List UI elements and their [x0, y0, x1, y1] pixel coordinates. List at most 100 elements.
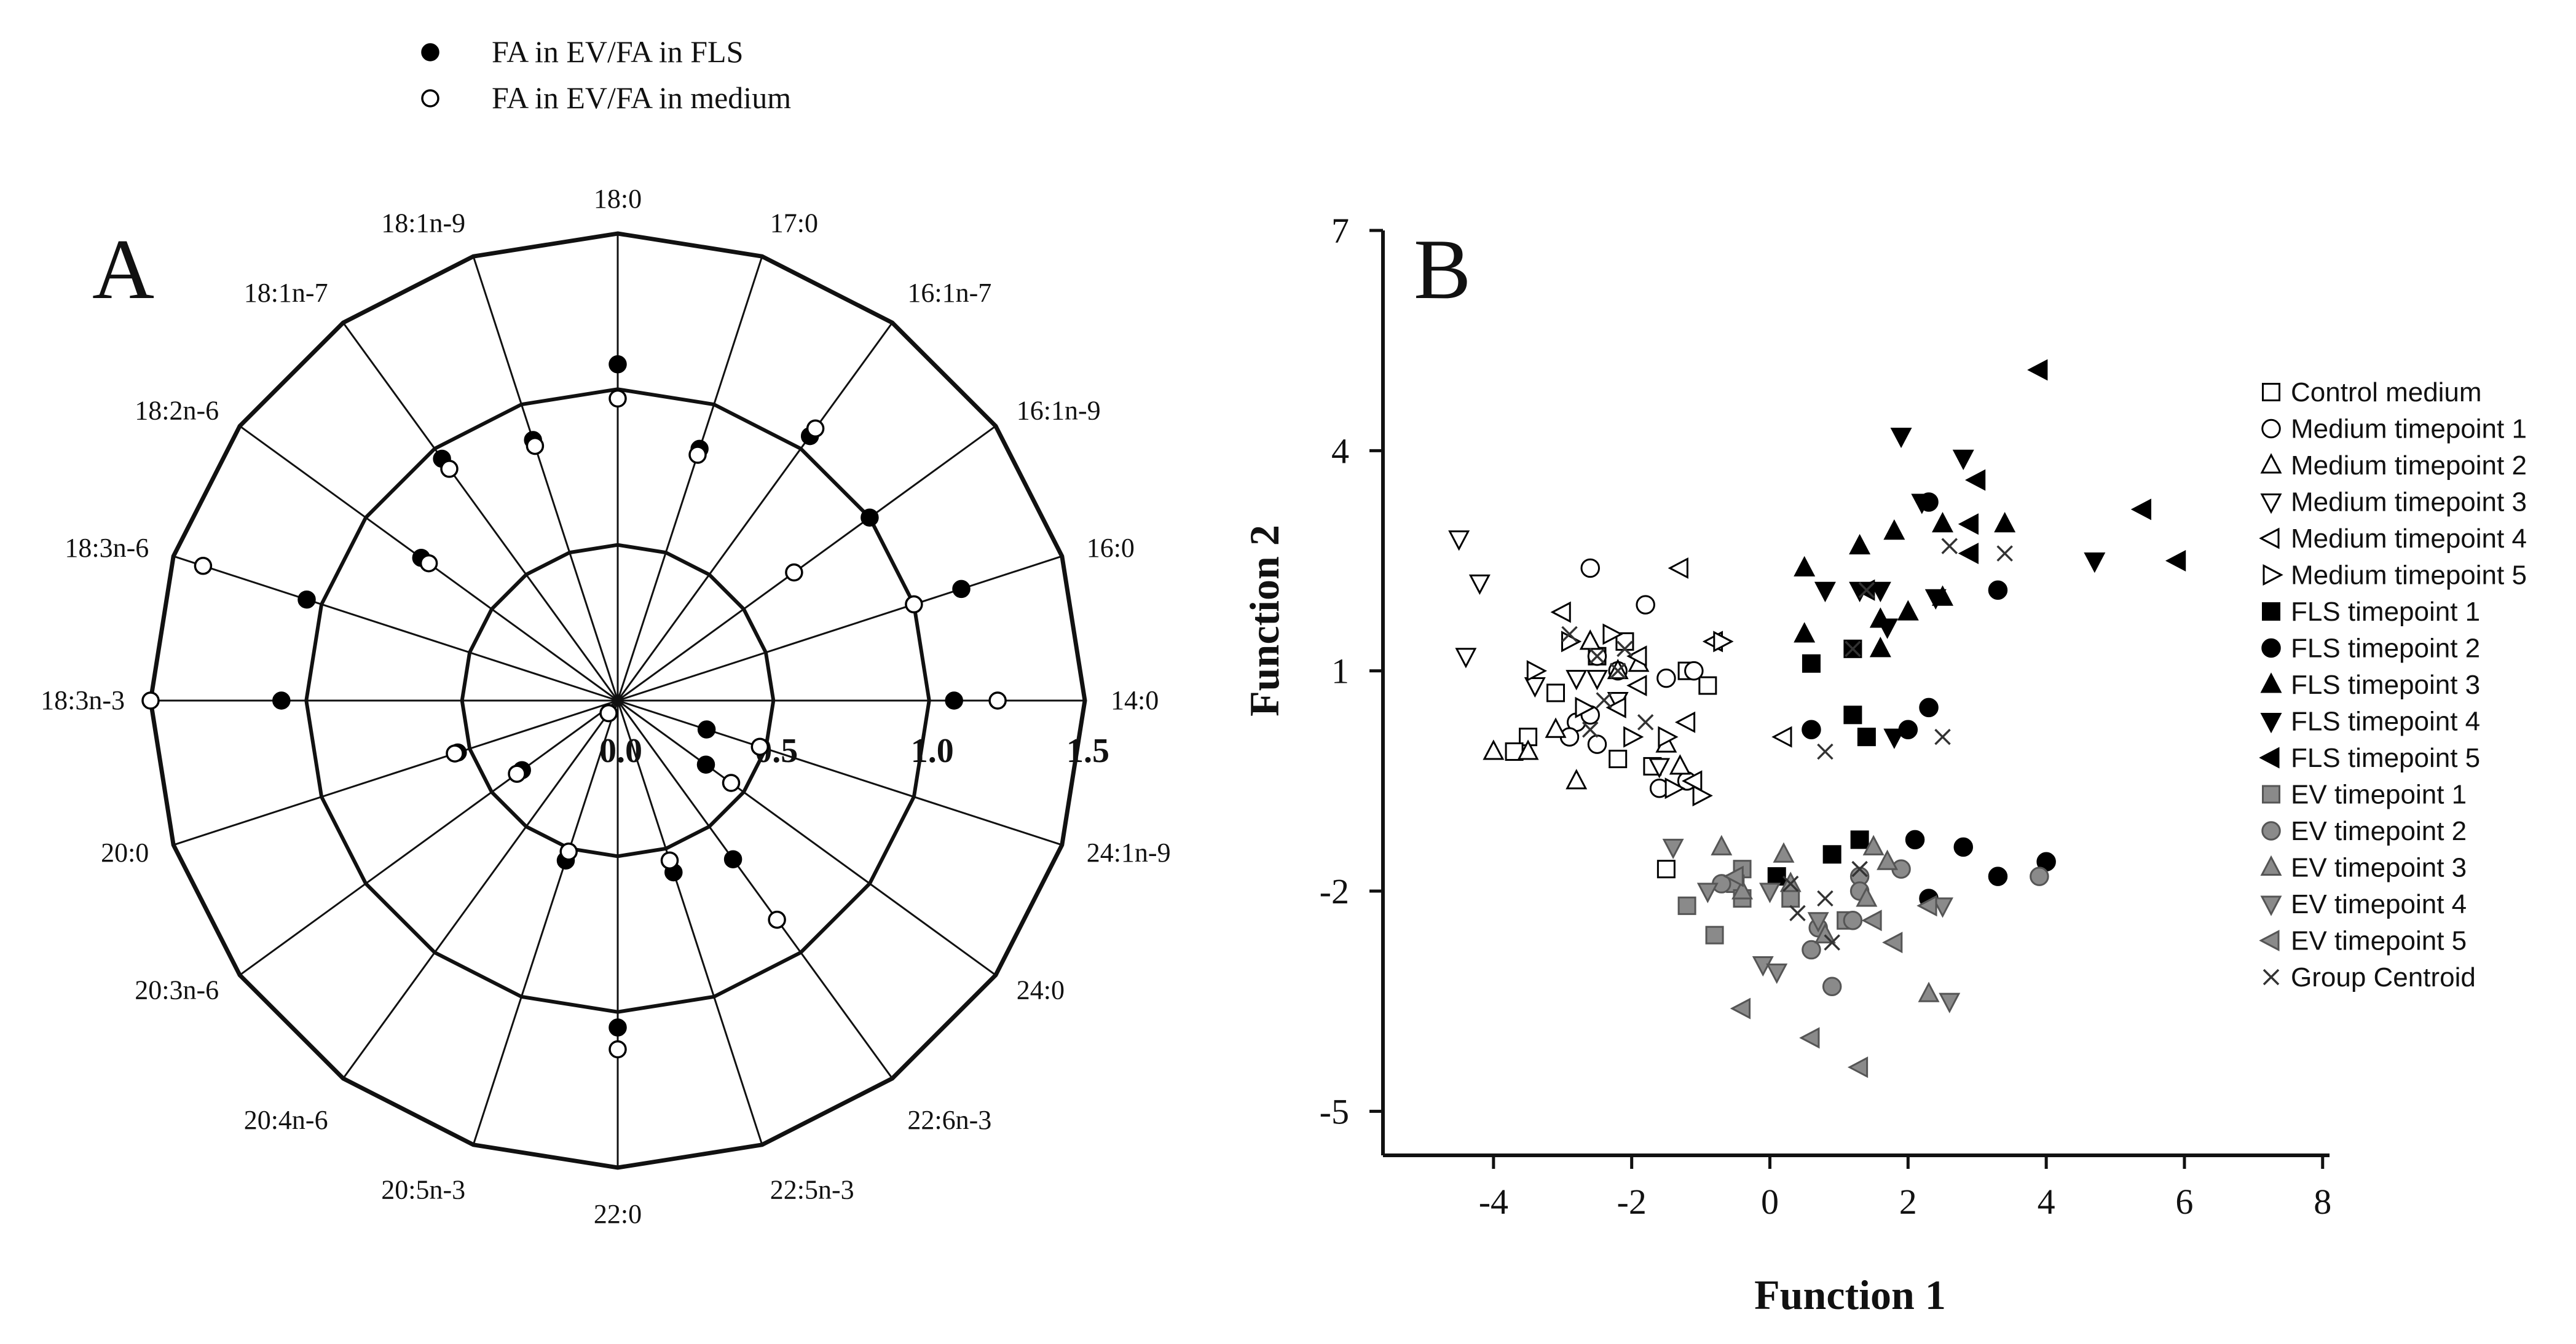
radar-axis-label: 20:0: [101, 838, 149, 868]
point-fls-timepoint-2: [1919, 698, 1939, 718]
point-medium-timepoint-4: [1550, 601, 1571, 623]
radar-spokes: [151, 234, 1085, 1168]
point-medium-timepoint-2: [1669, 754, 1691, 775]
legend-label: EV timepoint 5: [2291, 926, 2467, 956]
radar-spoke: [173, 555, 618, 702]
point-group-centroid: [1581, 721, 1599, 738]
point-ev-timepoint-5: [1799, 1027, 1820, 1049]
point-group-centroid: [1617, 640, 1633, 658]
point-medium-timepoint-3: [1448, 530, 1470, 551]
point-group-centroid: [1589, 648, 1605, 665]
radar-point-medium: [905, 595, 923, 614]
point-ev-timepoint-3: [1711, 835, 1733, 855]
radar-point-fls: [952, 580, 971, 599]
point-medium-timepoint-3: [1566, 670, 1588, 691]
radar-axis-label: 18:3n-6: [65, 533, 149, 563]
y-tick-label: 7: [1331, 211, 1349, 251]
point-fls-timepoint-2: [1988, 580, 2008, 600]
legend-marker: [2260, 895, 2282, 916]
point-ev-timepoint-1: [1705, 925, 1724, 945]
legend-marker: [2261, 638, 2281, 658]
point-ev-timepoint-5: [1847, 1056, 1869, 1079]
point-group-centroid: [1851, 860, 1868, 878]
radar-point-medium: [660, 851, 679, 870]
x-tick-label: 0: [1761, 1182, 1779, 1222]
radar-axis-label: 18:0: [594, 184, 642, 214]
point-medium-timepoint-1: [1580, 558, 1600, 578]
point-ev-timepoint-3: [1877, 849, 1899, 870]
radar-point-fls: [696, 755, 715, 774]
radar-spoke: [616, 700, 763, 1146]
legend-label: FA in EV/FA in medium: [492, 81, 791, 115]
y-tick-label: 1: [1331, 651, 1349, 691]
radar-point-medium: [768, 910, 786, 929]
radar-axis-label: 16:0: [1087, 533, 1135, 563]
point-medium-timepoint-1: [1636, 595, 1655, 615]
legend-marker: [2260, 453, 2282, 474]
legend-label: FLS timepoint 5: [2291, 743, 2480, 773]
point-ev-timepoint-4: [1932, 897, 1953, 918]
legend-marker: [2259, 747, 2280, 769]
radar-point-medium: [688, 446, 707, 464]
radar-point-fls: [945, 691, 963, 710]
point-group-centroid: [1609, 662, 1626, 679]
radar-axis-labels: 18:0 17:0 16:1n-7 16:1n-9 16:0 14:0 24:1n-9 24:…: [41, 184, 1170, 1229]
point-ev-timepoint-2: [2030, 867, 2049, 886]
radar-spoke: [616, 256, 763, 701]
point-fls-timepoint-2: [1953, 837, 1973, 857]
point-group-centroid: [1817, 743, 1834, 760]
point-fls-timepoint-3: [1994, 512, 2016, 533]
panel-b-label: B: [1414, 222, 1471, 317]
x-tick-label: -2: [1617, 1182, 1647, 1222]
legend-label: EV timepoint 2: [2291, 816, 2467, 846]
point-medium-timepoint-4: [1626, 645, 1647, 667]
point-fls-timepoint-5: [2165, 550, 2186, 572]
radar-point-medium: [559, 843, 578, 861]
radar-axis-label: 20:5n-3: [381, 1175, 465, 1205]
point-medium-timepoint-4: [1626, 675, 1647, 697]
point-medium-timepoint-5: [1623, 726, 1644, 748]
point-fls-timepoint-4: [1924, 589, 1947, 610]
point-ev-timepoint-4: [1807, 912, 1829, 933]
radar-spoke: [342, 700, 619, 1079]
radar-scale-label: 0.0: [599, 732, 642, 770]
point-medium-timepoint-2: [1517, 739, 1539, 760]
point-medium-timepoint-3: [1455, 648, 1477, 669]
radar-axis-label: 16:1n-9: [1017, 396, 1101, 426]
radar-spoke: [617, 555, 1063, 702]
legend-label: Medium timepoint 3: [2291, 487, 2527, 517]
legend-label: Control medium: [2291, 377, 2482, 407]
legend-marker: [2262, 785, 2280, 804]
point-fls-timepoint-1: [1822, 845, 1841, 864]
radar-spoke: [342, 322, 619, 701]
point-fls-timepoint-4: [1911, 493, 1933, 514]
point-fls-timepoint-2: [1905, 830, 1925, 850]
legend-label: Group Centroid: [2291, 962, 2476, 992]
radar-axis-label: 20:4n-6: [244, 1105, 328, 1135]
point-ev-timepoint-5: [1916, 895, 1937, 917]
radar-point-medium: [194, 557, 213, 575]
point-medium-timepoint-5: [1575, 696, 1596, 718]
point-ev-timepoint-4: [1696, 882, 1719, 903]
radar-axis-label: 18:3n-3: [41, 685, 125, 715]
radar-point-medium: [599, 704, 618, 723]
point-fls-timepoint-1: [1802, 654, 1821, 673]
point-fls-timepoint-5: [1958, 513, 1979, 535]
radar-point-fls: [697, 720, 716, 739]
point-ev-timepoint-4: [1662, 838, 1684, 860]
point-ev-timepoint-5: [1861, 910, 1882, 932]
radar-scale-label: 1.0: [911, 732, 954, 770]
scatter-tick-labels: -4 -2 0 2 4 6 8 -5 -2 1 4 7: [1320, 211, 2332, 1222]
legend-label: FLS timepoint 3: [2291, 670, 2480, 700]
point-medium-timepoint-5: [1664, 777, 1685, 800]
radar-spoke: [472, 700, 619, 1146]
radar-axis-label: 18:2n-6: [135, 396, 219, 426]
point-ev-timepoint-2: [1802, 940, 1821, 960]
radar-axis-label: 24:1n-9: [1087, 838, 1171, 868]
point-medium-timepoint-4: [1668, 557, 1688, 579]
point-medium-timepoint-3: [1524, 677, 1546, 698]
point-ev-timepoint-5: [1730, 997, 1751, 1020]
legend-marker: [2261, 419, 2281, 439]
scatter-points: [1448, 359, 2186, 1079]
